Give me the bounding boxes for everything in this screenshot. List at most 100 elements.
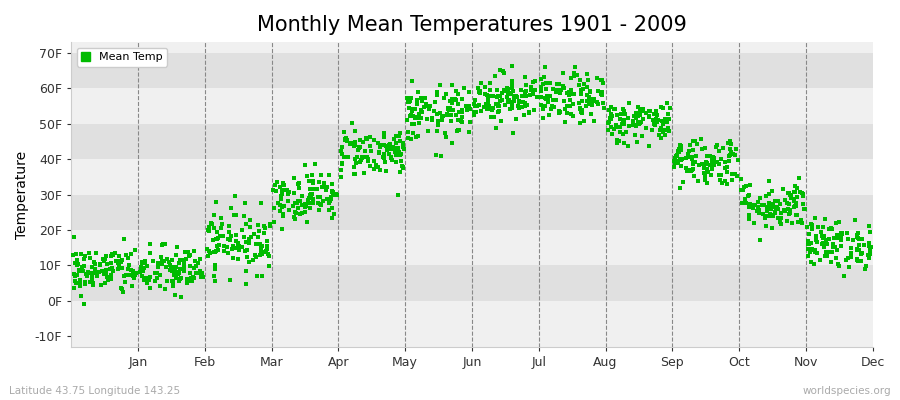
Point xyxy=(257,249,272,256)
Point xyxy=(408,114,422,120)
Point xyxy=(777,207,791,213)
Point xyxy=(207,249,221,255)
Point xyxy=(68,273,83,279)
Point xyxy=(275,180,290,186)
Point xyxy=(171,271,185,278)
Point xyxy=(802,231,816,238)
Point xyxy=(430,128,445,134)
Point xyxy=(750,208,764,214)
Point xyxy=(76,264,90,271)
Point xyxy=(722,158,736,164)
Point xyxy=(505,63,519,70)
Point xyxy=(83,278,97,285)
Point xyxy=(104,271,118,278)
Point xyxy=(746,202,760,208)
Point xyxy=(567,73,581,79)
Point xyxy=(667,164,681,170)
Point xyxy=(98,280,112,286)
Point xyxy=(335,160,349,166)
Point xyxy=(450,91,464,97)
Point xyxy=(409,134,423,140)
Point xyxy=(302,194,316,201)
Point xyxy=(90,272,104,279)
Point xyxy=(191,260,205,266)
Point xyxy=(401,97,416,103)
Point xyxy=(504,90,518,97)
Point xyxy=(134,263,148,270)
Point xyxy=(327,210,341,217)
Point xyxy=(801,239,815,245)
Point xyxy=(217,242,231,249)
Point xyxy=(824,249,839,256)
Point xyxy=(129,270,143,276)
Point xyxy=(458,102,473,109)
Point xyxy=(720,164,734,170)
Point xyxy=(208,249,222,255)
Point xyxy=(501,99,516,105)
Point xyxy=(380,147,394,153)
Point xyxy=(764,225,778,231)
Point xyxy=(85,272,99,279)
Point xyxy=(114,257,129,263)
Point xyxy=(238,281,253,288)
Point xyxy=(491,108,505,115)
Point xyxy=(388,148,402,155)
Point xyxy=(773,219,788,225)
Point xyxy=(495,90,509,97)
Point xyxy=(104,276,119,282)
Point xyxy=(439,112,454,118)
Point xyxy=(99,267,113,273)
Point xyxy=(784,195,798,202)
Point xyxy=(263,223,277,229)
Point xyxy=(148,278,162,284)
Point xyxy=(187,275,202,281)
Point xyxy=(795,220,809,226)
Point xyxy=(143,241,157,248)
Point xyxy=(555,70,570,76)
Point xyxy=(153,272,167,278)
Point xyxy=(212,233,227,240)
Point xyxy=(128,246,142,253)
Point xyxy=(573,87,588,93)
Point xyxy=(527,78,542,84)
Point xyxy=(443,104,457,111)
Point xyxy=(140,280,155,286)
Point xyxy=(534,76,548,82)
Point xyxy=(780,205,795,212)
Point xyxy=(311,206,326,213)
Point xyxy=(634,118,648,125)
Point xyxy=(646,110,661,117)
Bar xyxy=(71,194,873,230)
Point xyxy=(597,105,611,111)
Point xyxy=(480,92,494,98)
Point xyxy=(814,232,829,239)
Point xyxy=(348,159,363,166)
Point xyxy=(539,86,554,93)
Point xyxy=(541,98,555,105)
Point xyxy=(507,98,521,105)
Point xyxy=(631,119,645,126)
Point xyxy=(372,149,386,155)
Point xyxy=(186,248,201,254)
Point xyxy=(274,193,288,199)
Point xyxy=(253,240,267,247)
Point xyxy=(77,279,92,285)
Point xyxy=(353,137,367,144)
Point xyxy=(208,262,222,268)
Point xyxy=(858,266,872,272)
Point xyxy=(162,259,176,266)
Point xyxy=(83,255,97,261)
Point xyxy=(567,70,581,76)
Point xyxy=(656,119,670,126)
Point xyxy=(728,151,742,158)
Point xyxy=(406,130,420,136)
Point xyxy=(698,177,713,184)
Point xyxy=(288,200,302,206)
Point xyxy=(842,264,856,270)
Point xyxy=(176,265,191,271)
Point xyxy=(159,264,174,270)
Point xyxy=(371,140,385,146)
Point xyxy=(828,244,842,250)
Point xyxy=(587,118,601,124)
Point xyxy=(544,106,559,112)
